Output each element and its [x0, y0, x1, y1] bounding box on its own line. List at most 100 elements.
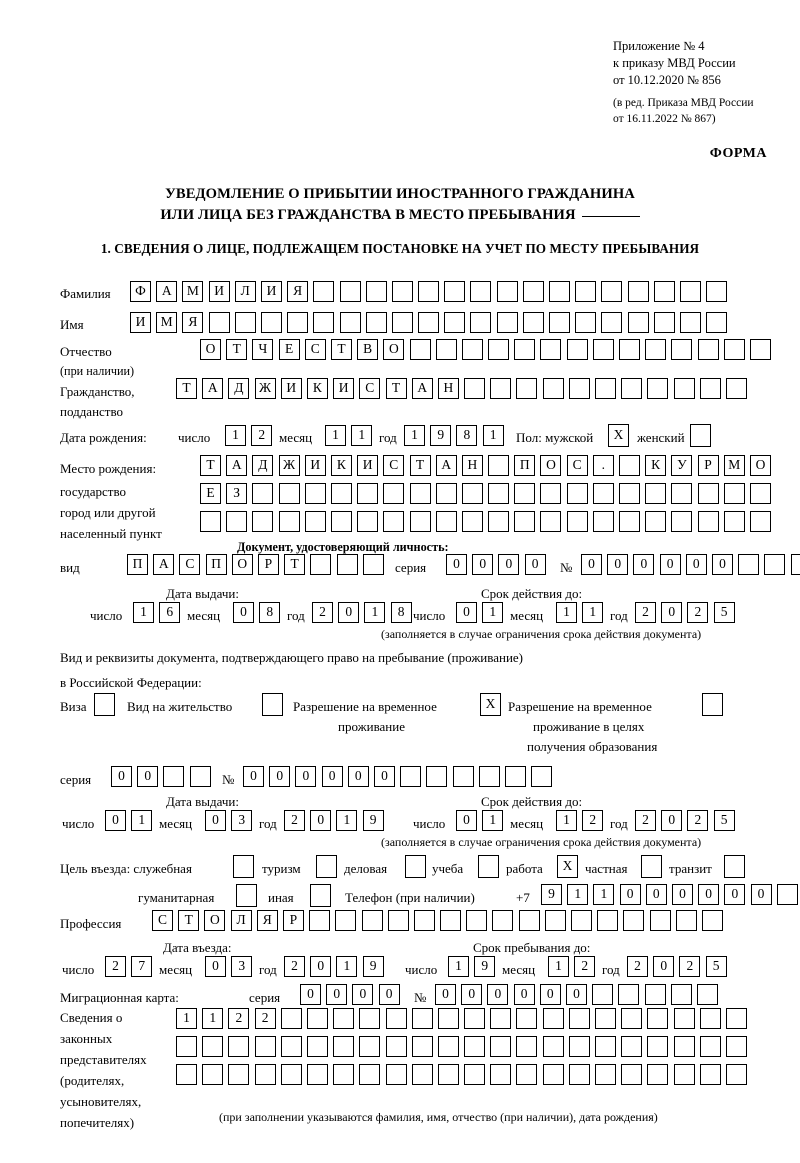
profession-cell[interactable]: [466, 910, 488, 931]
patronymic-cell[interactable]: [592, 339, 614, 360]
surname-cell[interactable]: [444, 281, 466, 302]
temp-residence-checkbox[interactable]: X: [480, 693, 501, 716]
phone-cell[interactable]: 0: [698, 884, 720, 905]
profession-cell[interactable]: [649, 910, 671, 931]
surname-cell[interactable]: Ф: [130, 281, 151, 302]
entry-year-cell[interactable]: 0: [310, 956, 332, 977]
birth-place-cell[interactable]: [619, 455, 640, 476]
perm-series-cell[interactable]: [189, 766, 211, 787]
perm-number-cell[interactable]: [504, 766, 526, 787]
perm-issue-day-cell[interactable]: 1: [131, 810, 153, 831]
legal-rep-cell[interactable]: [333, 1008, 355, 1029]
stay-day-cell[interactable]: 9: [474, 956, 496, 977]
profession-cell[interactable]: [518, 910, 540, 931]
stay-month-cell[interactable]: 2: [574, 956, 596, 977]
surname-cell[interactable]: [496, 281, 518, 302]
legal-rep-cell[interactable]: [595, 1008, 616, 1029]
birth-place-cell[interactable]: [330, 483, 352, 504]
name-cell[interactable]: [575, 312, 597, 333]
doc-valid-day-cell[interactable]: 0: [456, 602, 477, 623]
name-cell[interactable]: [365, 312, 387, 333]
patronymic-cell[interactable]: Т: [330, 339, 352, 360]
birth-place-cell[interactable]: [723, 511, 745, 532]
legal-rep-cell[interactable]: [516, 1064, 538, 1085]
birth-place-cell[interactable]: [671, 511, 693, 532]
legal-rep-cell[interactable]: [202, 1036, 224, 1057]
citizenship-cell[interactable]: [673, 378, 695, 399]
name-cell[interactable]: М: [156, 312, 178, 333]
doc-type-cell[interactable]: П: [127, 554, 148, 575]
birth-place-cell[interactable]: С: [566, 455, 588, 476]
birth-place-cell[interactable]: [200, 511, 221, 532]
entry-year-cell[interactable]: 2: [284, 956, 305, 977]
profession-cell[interactable]: [571, 910, 592, 931]
patronymic-cell[interactable]: [671, 339, 693, 360]
name-cell[interactable]: [444, 312, 466, 333]
legal-rep-cell[interactable]: [673, 1036, 695, 1057]
surname-cell[interactable]: [313, 281, 335, 302]
legal-rep-cell[interactable]: [437, 1008, 459, 1029]
birth-place-cell[interactable]: Т: [200, 455, 221, 476]
stay-year-cell[interactable]: 0: [653, 956, 675, 977]
birth-place-cell[interactable]: И: [304, 455, 326, 476]
entry-year-cell[interactable]: 1: [336, 956, 358, 977]
doc-number-cell[interactable]: [738, 554, 760, 575]
birth-place-cell[interactable]: [357, 483, 379, 504]
perm-number-cell[interactable]: 0: [243, 766, 264, 787]
perm-valid-year-cell[interactable]: 5: [713, 810, 735, 831]
legal-rep-cell[interactable]: [568, 1064, 590, 1085]
birth-place-cell[interactable]: [278, 511, 300, 532]
surname-cell[interactable]: А: [156, 281, 178, 302]
doc-issue-day-cell[interactable]: 1: [133, 602, 154, 623]
phone-cell[interactable]: [776, 884, 798, 905]
doc-type-cell[interactable]: А: [153, 554, 175, 575]
birth-day-cell[interactable]: 1: [225, 425, 246, 446]
temp-edu-checkbox[interactable]: [702, 693, 723, 716]
legal-rep-cell[interactable]: [254, 1064, 276, 1085]
profession-cell[interactable]: [675, 910, 697, 931]
perm-issue-month-cell[interactable]: 0: [205, 810, 226, 831]
surname-cell[interactable]: М: [182, 281, 204, 302]
purpose-private-checkbox[interactable]: [641, 855, 662, 878]
name-cell[interactable]: [208, 312, 230, 333]
citizenship-cell[interactable]: И: [333, 378, 355, 399]
migration-number-cell[interactable]: 0: [565, 984, 587, 1005]
surname-cell[interactable]: [391, 281, 413, 302]
birth-place-cell[interactable]: [435, 483, 457, 504]
purpose-official-checkbox[interactable]: [233, 855, 254, 878]
legal-rep-cell[interactable]: [725, 1036, 747, 1057]
birth-place-cell[interactable]: [383, 511, 405, 532]
citizenship-cell[interactable]: [699, 378, 721, 399]
visa-checkbox[interactable]: [94, 693, 115, 716]
legal-rep-cell[interactable]: [490, 1036, 512, 1057]
doc-issue-year-cell[interactable]: 1: [364, 602, 386, 623]
profession-cell[interactable]: [387, 910, 409, 931]
citizenship-cell[interactable]: [516, 378, 538, 399]
birth-place-cell[interactable]: С: [383, 455, 405, 476]
surname-cell[interactable]: [627, 281, 649, 302]
birth-place-cell[interactable]: [619, 483, 640, 504]
perm-valid-day-cell[interactable]: 1: [482, 810, 504, 831]
surname-cell[interactable]: [679, 281, 701, 302]
doc-number-cell[interactable]: [790, 554, 800, 575]
citizenship-cell[interactable]: [647, 378, 669, 399]
perm-number-cell[interactable]: [452, 766, 474, 787]
entry-day-cell[interactable]: 2: [105, 956, 126, 977]
birth-place-cell[interactable]: Т: [409, 455, 431, 476]
legal-rep-cell[interactable]: [490, 1008, 512, 1029]
profession-cell[interactable]: [335, 910, 357, 931]
birth-place-cell[interactable]: Е: [200, 483, 221, 504]
birth-place-cell[interactable]: [461, 483, 483, 504]
phone-cell[interactable]: 0: [645, 884, 667, 905]
patronymic-cell[interactable]: С: [304, 339, 326, 360]
birth-place-cell[interactable]: [645, 511, 667, 532]
name-cell[interactable]: [470, 312, 492, 333]
birth-place-cell[interactable]: [409, 483, 431, 504]
sex-male-checkbox[interactable]: X: [608, 424, 629, 447]
